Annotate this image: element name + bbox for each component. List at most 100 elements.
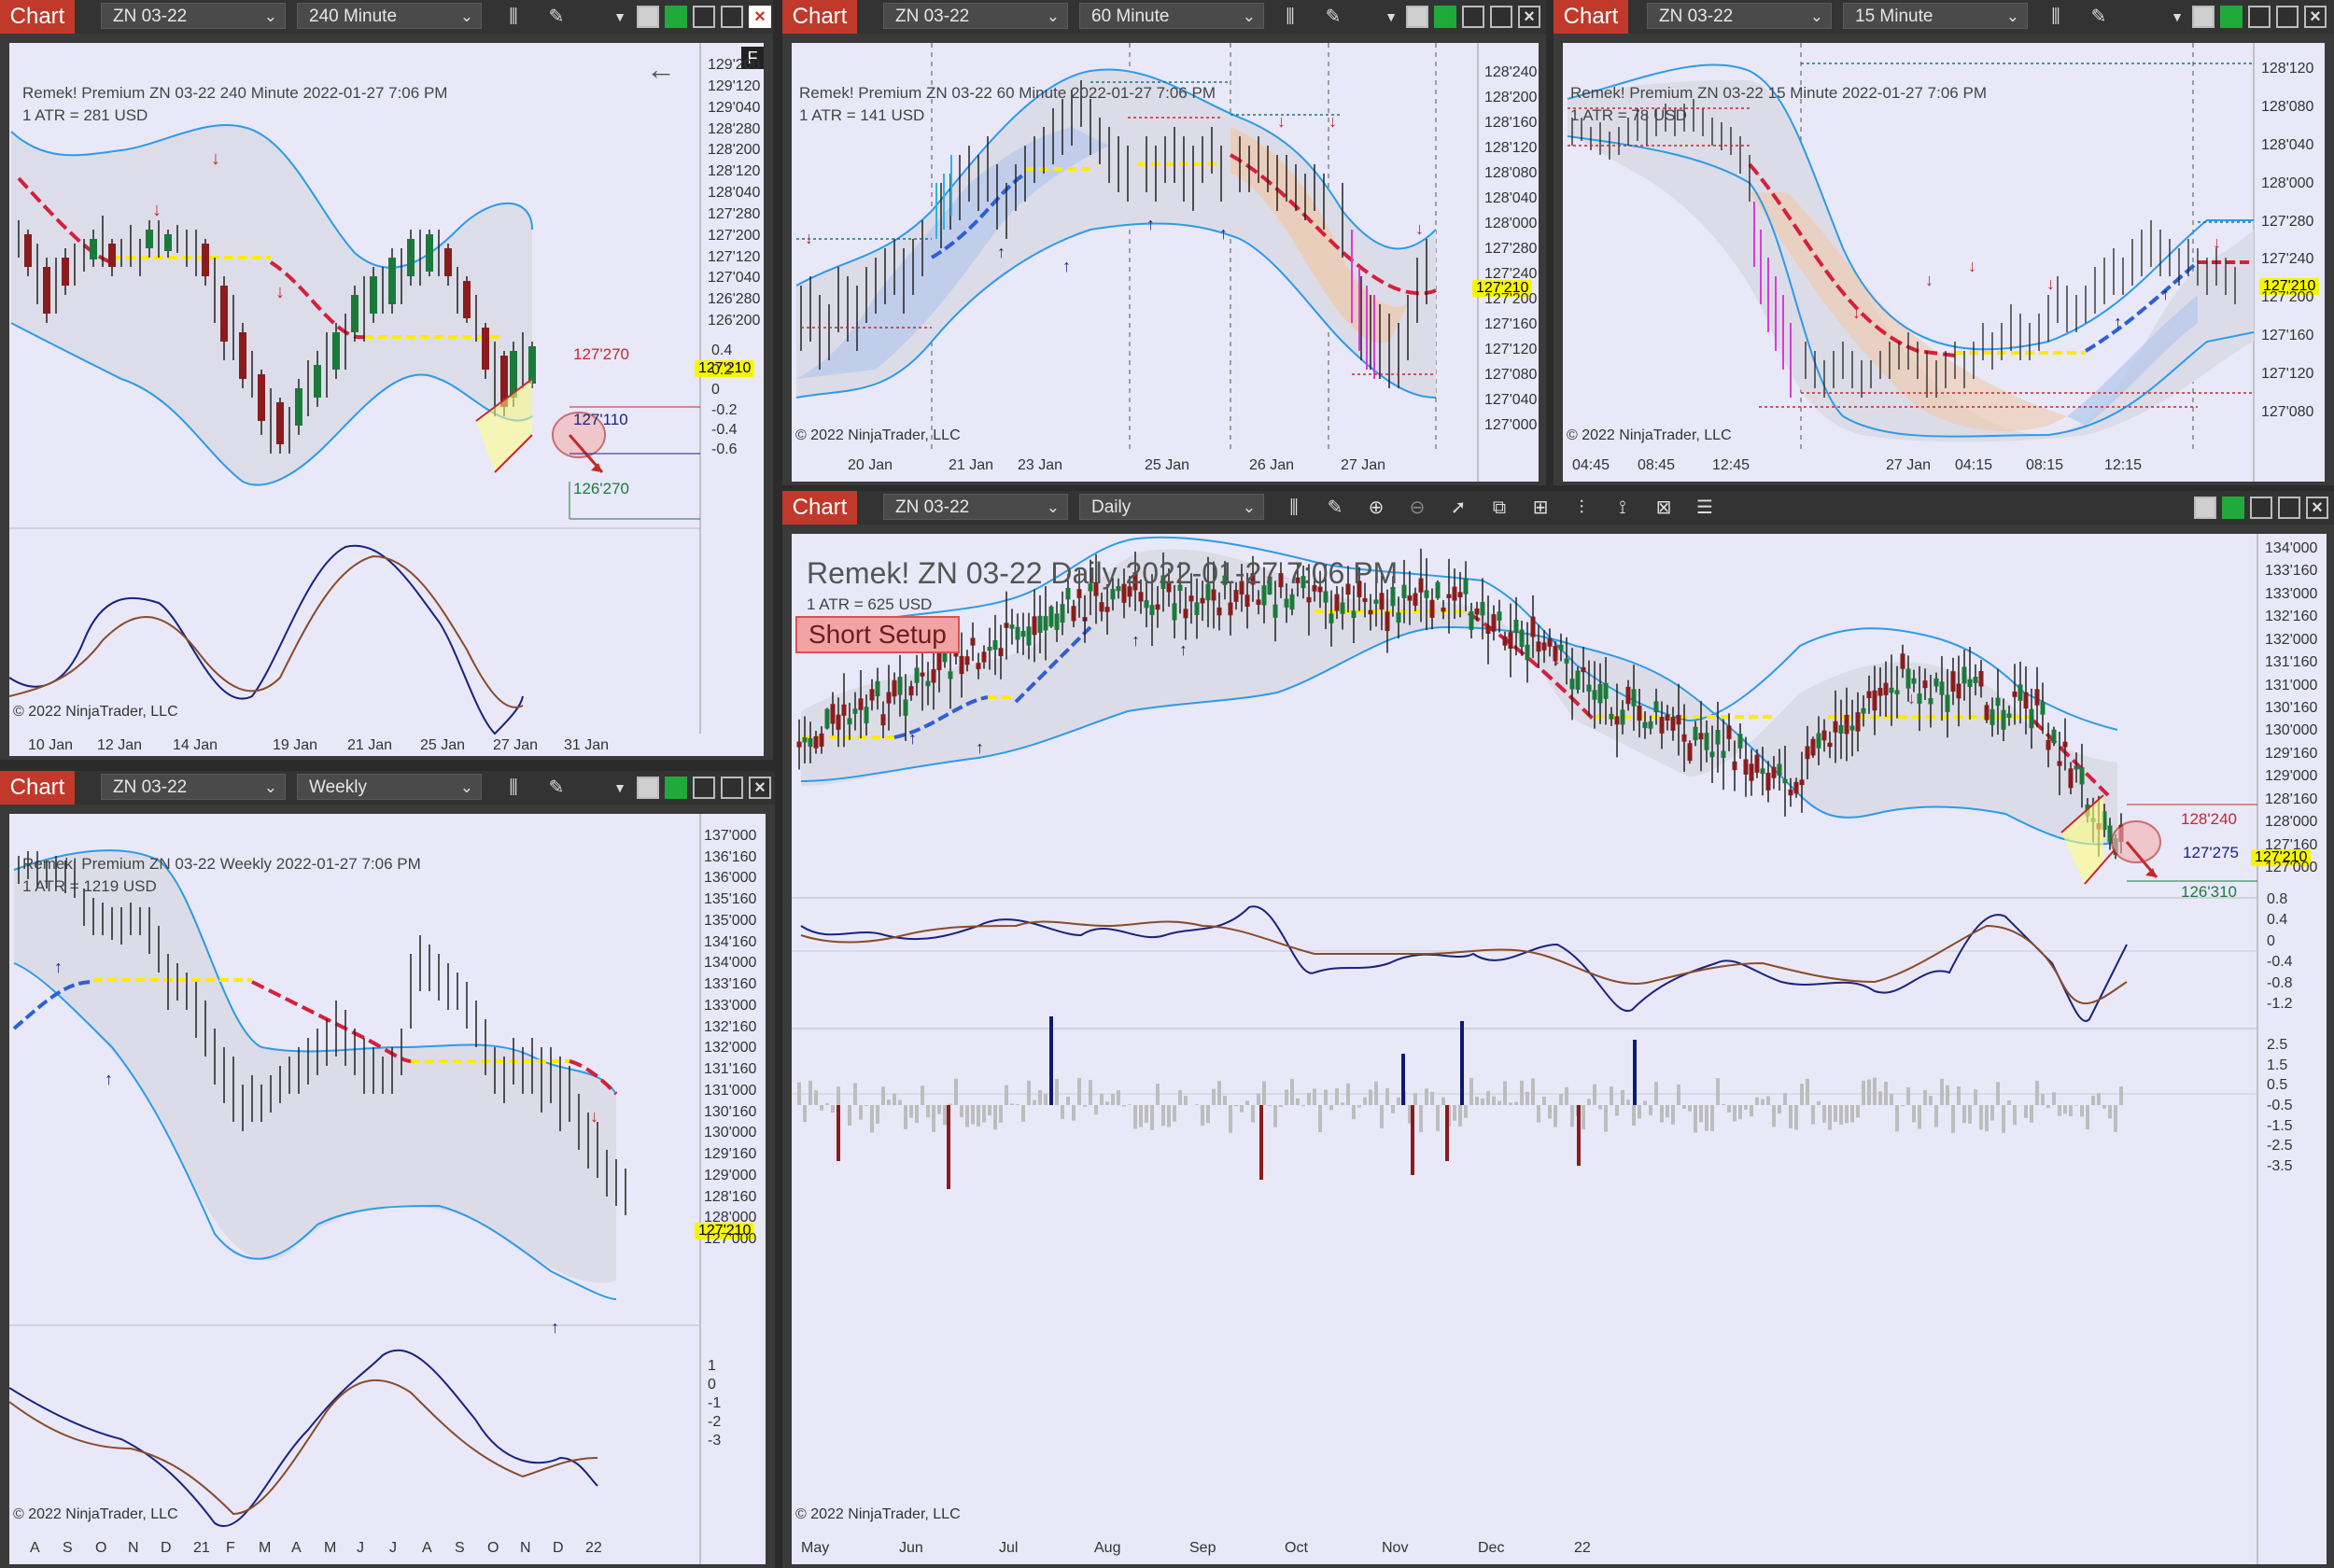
chart-menu-button[interactable]: Chart: [782, 491, 857, 525]
link-gray-button[interactable]: [1406, 6, 1428, 28]
oscillator-tick-label: -0.4: [711, 421, 738, 438]
minimize-button[interactable]: [693, 6, 715, 28]
bar-type-icon[interactable]: ⫼: [509, 777, 518, 798]
date-tick-label: 10 Jan: [28, 737, 74, 753]
price-tick-label: 129'040: [708, 99, 761, 116]
svg-text:↑: ↑: [976, 738, 984, 757]
price-tick-label: 129'160: [2265, 745, 2318, 762]
templates-icon[interactable]: ⊠: [1655, 497, 1672, 518]
date-tick-label: Sep: [1189, 1540, 1216, 1556]
bar-type-icon[interactable]: ⫼: [2051, 7, 2060, 27]
minimize-button[interactable]: [2250, 497, 2272, 519]
link-gray-button[interactable]: [637, 6, 659, 28]
timeframe-selector[interactable]: Daily ⌄: [1079, 494, 1264, 520]
price-tick-label: 127'280: [2261, 213, 2314, 230]
close-button[interactable]: ×: [749, 777, 771, 799]
pointer-icon[interactable]: ➚: [1450, 497, 1467, 518]
link-green-button[interactable]: [1434, 6, 1456, 28]
chart-menu-button[interactable]: Chart: [1554, 0, 1628, 34]
link-gray-button[interactable]: [2192, 6, 2214, 28]
chevron-down-icon: ⌄: [459, 778, 473, 796]
draw-pencil-icon[interactable]: ✎: [1325, 7, 1342, 27]
svg-text:↑: ↑: [1219, 224, 1228, 243]
timeframe-selector[interactable]: 240 Minute ⌄: [297, 3, 482, 29]
price-tick-label: 127'200: [708, 227, 761, 244]
zoom-out-icon[interactable]: ⊖: [1409, 497, 1426, 518]
price-plot[interactable]: ↓ ↑ ↑ ↑ Remek! Premium ZN 03-22 Weekly 202…: [9, 814, 766, 1564]
price-tick-label: 129'000: [2265, 768, 2318, 785]
timeframe-selector[interactable]: Weekly ⌄: [297, 774, 482, 800]
price-plot[interactable]: ↓ ↓ ↑ ↑ ↑ ↑ ↑ Remek! ZN 03-22 Daily 2022-01-2…: [792, 534, 2327, 1564]
maximize-button[interactable]: [2278, 497, 2300, 519]
minimize-button[interactable]: [693, 777, 715, 799]
dropdown-arrow-icon[interactable]: ▼: [613, 9, 626, 24]
link-gray-button[interactable]: [637, 777, 659, 799]
close-button[interactable]: ×: [1518, 6, 1540, 28]
instrument-selector[interactable]: ZN 03-22 ⌄: [883, 3, 1068, 29]
instrument-selector[interactable]: ZN 03-22 ⌄: [101, 774, 286, 800]
copyright-label: © 2022 NinjaTrader, LLC: [795, 1506, 961, 1522]
f-button[interactable]: F: [741, 47, 764, 69]
price-plot[interactable]: ↓ ↓ ↓ Remek! Premium ZN 03-22 240 Minute 2…: [9, 43, 764, 756]
bar-type-icon[interactable]: ⫼: [509, 7, 518, 27]
data-box-icon[interactable]: ⧉: [1492, 497, 1507, 518]
close-button[interactable]: ×: [2306, 497, 2328, 519]
price-plot[interactable]: ↓ ↓ ↓ ↓ ↓ ↑ ↑ Remek! Premium ZN 03-22 15 Minu…: [1563, 43, 2325, 482]
close-button[interactable]: ×: [2304, 6, 2327, 28]
price-tick-label: 130'160: [704, 1103, 757, 1120]
maximize-button[interactable]: [1490, 6, 1512, 28]
instrument-value: ZN 03-22: [113, 7, 188, 26]
chart-window-weekly: Chart ZN 03-22 ⌄ Weekly ⌄ ⫼ ✎ ▼ × ↓ ↑ ↑ ↑: [0, 771, 775, 1568]
draw-pencil-icon[interactable]: ✎: [548, 777, 565, 798]
link-green-button[interactable]: [665, 777, 687, 799]
link-green-button[interactable]: [665, 6, 687, 28]
maximize-button[interactable]: [2276, 6, 2299, 28]
date-tick-label: 04:15: [1955, 457, 1993, 473]
oscillator-tick-label: -2: [708, 1414, 722, 1430]
price-plot[interactable]: ↓ ↓ ↓ ↓ ↑ ↑ ↑ ↑ Remek! Premium ZN 03-22 60 Min…: [792, 43, 1539, 482]
minimize-button[interactable]: [1462, 6, 1484, 28]
list-icon[interactable]: ☰: [1696, 497, 1713, 518]
svg-text:↓: ↓: [1925, 271, 1933, 289]
timeframe-selector[interactable]: 15 Minute ⌄: [1843, 3, 2028, 29]
maximize-button[interactable]: [721, 777, 743, 799]
link-gray-button[interactable]: [2194, 497, 2216, 519]
dropdown-arrow-icon[interactable]: ▼: [2171, 9, 2184, 24]
instrument-selector[interactable]: ZN 03-22 ⌄: [883, 494, 1068, 520]
link-green-button[interactable]: [2222, 497, 2244, 519]
link-green-button[interactable]: [2220, 6, 2243, 28]
chart-toolbar: Chart ZN 03-22 ⌄ 240 Minute ⌄ ⫼ ✎ ▼ ×: [0, 0, 773, 34]
histogram-tick-label: 0.5: [2267, 1077, 2288, 1094]
maximize-button[interactable]: [721, 6, 743, 28]
dropdown-arrow-icon[interactable]: ▼: [613, 780, 626, 795]
date-tick-label: 27 Jan: [1341, 457, 1386, 473]
zoom-in-icon[interactable]: ⊕: [1368, 497, 1385, 518]
instrument-selector[interactable]: ZN 03-22 ⌄: [101, 3, 286, 29]
atr-label: 1 ATR = 141 USD: [799, 106, 925, 124]
timeframe-selector[interactable]: 60 Minute ⌄: [1079, 3, 1264, 29]
indicators-icon[interactable]: ⫶: [1579, 497, 1584, 518]
price-tick-label: 127'200: [1484, 291, 1538, 307]
chart-menu-button[interactable]: Chart: [0, 0, 75, 34]
draw-pencil-icon[interactable]: ✎: [1327, 497, 1343, 518]
instrument-selector[interactable]: ZN 03-22 ⌄: [1647, 3, 1832, 29]
price-tick-label: 128'120: [1484, 140, 1538, 156]
instrument-value: ZN 03-22: [895, 497, 970, 517]
chart-menu-button[interactable]: Chart: [0, 771, 75, 805]
date-tick-label: 12:15: [2104, 457, 2143, 473]
date-tick-label: 12:45: [1712, 457, 1750, 473]
draw-pencil-icon[interactable]: ✎: [2090, 7, 2107, 27]
oscillator-tick-label: 0: [711, 382, 720, 399]
oscillator-tick-label: -0.8: [2267, 974, 2293, 991]
minimize-button[interactable]: [2248, 6, 2271, 28]
chart-menu-button[interactable]: Chart: [782, 0, 857, 34]
dropdown-arrow-icon[interactable]: ▼: [1385, 9, 1398, 24]
draw-pencil-icon[interactable]: ✎: [548, 7, 565, 27]
properties-icon[interactable]: ⊞: [1532, 497, 1549, 518]
back-arrow-icon[interactable]: ←: [646, 52, 676, 86]
bar-type-icon[interactable]: ⫼: [1289, 497, 1299, 518]
bar-type-icon[interactable]: ⫼: [1286, 7, 1295, 27]
date-tick-label: S: [455, 1540, 465, 1556]
close-button[interactable]: ×: [749, 6, 771, 28]
strategies-icon[interactable]: ⟟: [1619, 497, 1626, 518]
